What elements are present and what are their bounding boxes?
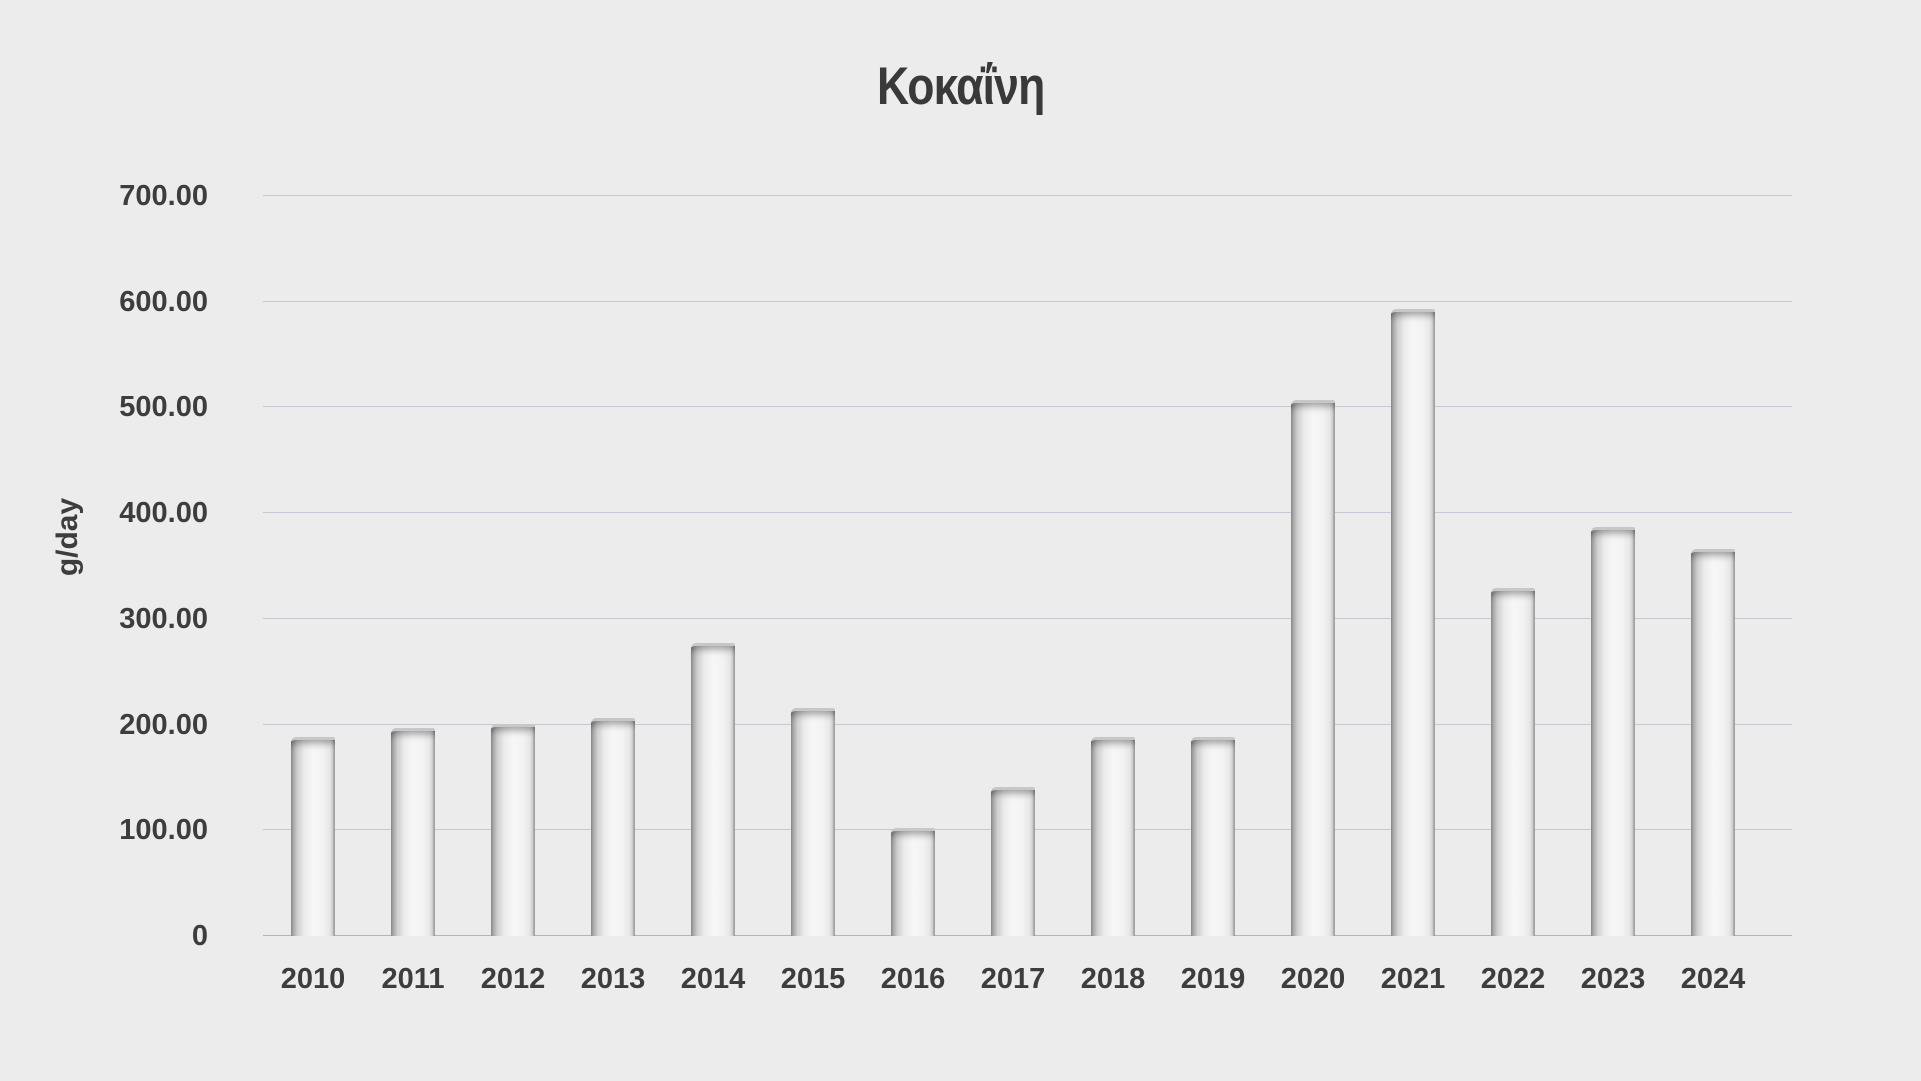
x-tick-2010: 2010 <box>280 963 346 995</box>
gridline-700 <box>263 195 1792 196</box>
bar-2023 <box>1591 527 1635 936</box>
x-tick-2023: 2023 <box>1580 963 1646 995</box>
x-tick-2013: 2013 <box>580 963 646 995</box>
bar-2024 <box>1691 549 1735 936</box>
bar-2021 <box>1391 309 1435 936</box>
x-tick-2021: 2021 <box>1380 963 1446 995</box>
y-tick-0: 0 <box>191 920 208 952</box>
bar-2017 <box>991 787 1035 936</box>
bar-2014 <box>691 643 735 936</box>
bar-2013 <box>591 718 635 936</box>
bar-2016 <box>891 828 935 936</box>
bar-2010 <box>291 737 335 936</box>
bar-2012 <box>491 723 535 936</box>
x-tick-2016: 2016 <box>880 963 946 995</box>
x-tick-2019: 2019 <box>1180 963 1246 995</box>
bar-2020 <box>1291 400 1335 936</box>
x-tick-2012: 2012 <box>480 963 546 995</box>
x-tick-2018: 2018 <box>1080 963 1146 995</box>
gridline-500 <box>263 406 1792 408</box>
y-tick-500: 500.00 <box>119 391 208 424</box>
gridline-200 <box>263 723 1792 725</box>
x-axis-tick-labels: 2010 2011 2012 2013 2014 2015 2016 2017 2018 2019… <box>263 963 1792 1005</box>
y-tick-700: 700.00 <box>119 180 208 212</box>
x-tick-2022: 2022 <box>1480 963 1546 995</box>
chart-title: Κοκαΐνη <box>0 56 1921 117</box>
y-tick-600: 600.00 <box>119 285 208 318</box>
bar-2018 <box>1091 737 1135 936</box>
bar-2011 <box>391 727 435 936</box>
bar-2022 <box>1491 588 1535 936</box>
chart-title-text: Κοκαΐνη <box>876 57 1045 116</box>
y-tick-300: 300.00 <box>119 602 208 635</box>
y-axis-tick-labels: 0 100.00 200.00 300.00 400.00 500.00 600.00 700… <box>0 180 208 952</box>
y-tick-100: 100.00 <box>119 814 208 847</box>
x-tick-2011: 2011 <box>381 963 445 995</box>
x-tick-2020: 2020 <box>1280 963 1346 995</box>
gridline-300 <box>263 617 1792 619</box>
gridline-600 <box>263 300 1792 302</box>
gridline-400 <box>263 512 1792 514</box>
y-tick-200: 200.00 <box>119 708 208 741</box>
bar-2019 <box>1191 737 1235 936</box>
plot-area <box>263 195 1792 936</box>
x-tick-2017: 2017 <box>980 963 1046 995</box>
x-tick-2015: 2015 <box>780 963 846 995</box>
x-tick-2014: 2014 <box>680 963 746 995</box>
bar-2015 <box>791 707 835 936</box>
x-tick-2024: 2024 <box>1680 963 1746 995</box>
y-tick-400: 400.00 <box>119 497 208 530</box>
